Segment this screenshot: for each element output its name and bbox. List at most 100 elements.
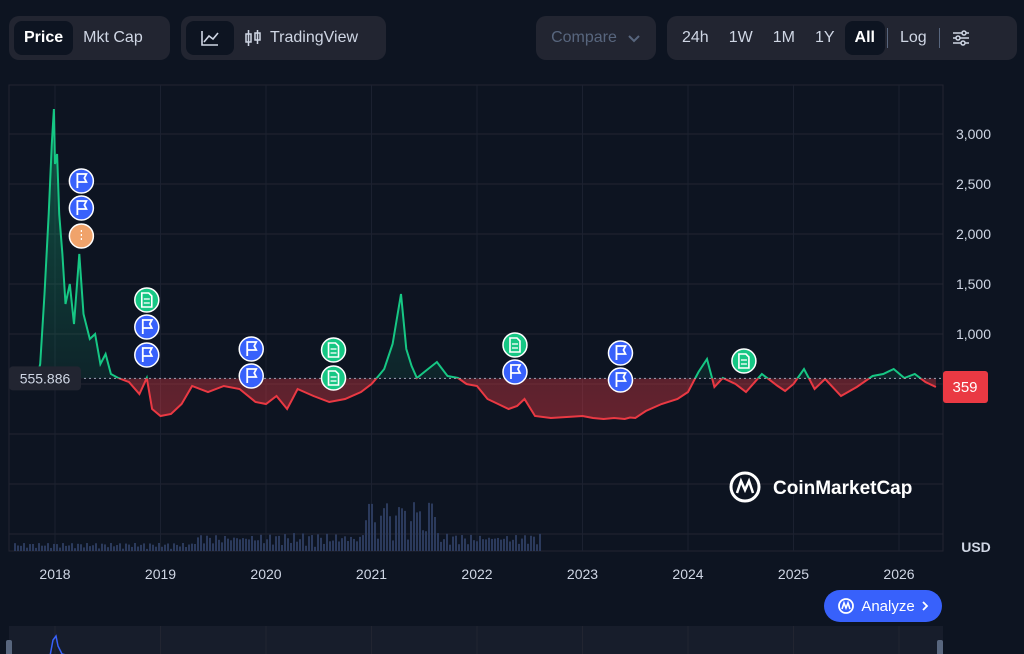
mkt-cap-tab[interactable]: Mkt Cap (83, 29, 143, 46)
volume-bar (53, 543, 55, 551)
volume-bar (284, 534, 286, 551)
y-tick-label: 2,000 (956, 226, 991, 242)
volume-bar (302, 533, 304, 551)
x-axis: 2018 2019 2020 2021 2022 2023 2024 2025 2026 (39, 566, 914, 582)
volume-bar (122, 548, 124, 551)
volume-bar (44, 545, 46, 551)
volume-bar (287, 538, 289, 551)
volume-bar (137, 546, 139, 551)
volume-bar (314, 546, 316, 551)
volume-bar (188, 544, 190, 551)
log-scale-button[interactable]: Log (899, 29, 927, 46)
price-tab[interactable]: Price (14, 21, 74, 55)
volume-bar (170, 548, 172, 551)
volume-bar (464, 538, 466, 551)
news-event-icon (731, 348, 757, 374)
volume-bar (290, 542, 292, 551)
volume-bar (209, 537, 211, 551)
volume-bar (107, 547, 109, 551)
volume-bar (347, 541, 349, 551)
volume-bar (62, 543, 64, 551)
y-axis: 1,000 1,500 2,000 2,500 3,000 (956, 126, 991, 342)
volume-bar (281, 545, 283, 551)
range-1m[interactable]: 1M (772, 29, 795, 46)
price-line-below (9, 378, 937, 421)
compare-dropdown[interactable]: Compare (536, 16, 656, 60)
candlestick-icon (245, 30, 261, 46)
flag-event-icon (238, 336, 264, 362)
news-event-icon (134, 287, 160, 313)
analyze-label: Analyze (861, 597, 915, 615)
volume-bar (251, 536, 253, 551)
volume-bar (185, 546, 187, 551)
volume-bar (119, 543, 121, 551)
volume-bar (131, 546, 133, 551)
volume-bar (425, 531, 427, 551)
volume-bar (455, 535, 457, 551)
volume-bar (524, 535, 526, 551)
volume-bar (356, 541, 358, 551)
volume-bar (47, 543, 49, 551)
volume-bar (92, 545, 94, 551)
volume-bar (143, 543, 145, 551)
volume-bar (197, 537, 199, 551)
volume-bar (320, 537, 322, 551)
volume-bar (476, 541, 478, 551)
volume-bar (260, 534, 262, 551)
volume-bar (233, 537, 235, 551)
volume-bar (458, 544, 460, 551)
volume-bar (296, 541, 298, 551)
range-1y[interactable]: 1Y (814, 29, 835, 46)
navigator[interactable] (6, 626, 943, 654)
volume-bar (305, 545, 307, 551)
volume-bar (248, 539, 250, 551)
volume-bar (221, 542, 223, 551)
range-24h[interactable]: 24h (682, 29, 709, 46)
volume-bar (158, 543, 160, 551)
volume-bar (461, 535, 463, 551)
volume-bar (272, 544, 274, 551)
volume-bar (86, 543, 88, 551)
volume-bar (152, 544, 154, 551)
volume-bar (125, 543, 127, 551)
news-event-icon (320, 365, 347, 391)
volume-bar (380, 515, 382, 551)
volume-bar (503, 538, 505, 551)
volume-bar (422, 530, 424, 551)
volume-bar (401, 508, 403, 551)
volume-bar (134, 543, 136, 551)
volume-bar (506, 536, 508, 551)
volume-bar (149, 543, 151, 551)
volume-bar (32, 543, 34, 551)
volume-bar (77, 543, 79, 551)
x-tick-label: 2021 (356, 566, 387, 582)
range-1w[interactable]: 1W (728, 29, 753, 46)
range-all[interactable]: All (844, 21, 885, 55)
volume-bar (392, 540, 394, 551)
volume-bar (65, 545, 67, 551)
volume-bar (452, 536, 454, 551)
volume-bar (173, 543, 175, 551)
volume-bar (68, 545, 70, 551)
navigator-left-handle[interactable] (6, 640, 12, 654)
analyze-button[interactable]: Analyze (824, 590, 942, 622)
volume-bar (518, 543, 520, 551)
volume-bar (167, 543, 169, 551)
volume-bar (41, 545, 43, 551)
volume-bar (416, 512, 418, 551)
settings-button[interactable] (942, 21, 980, 55)
volume-bar (410, 521, 412, 551)
volume-bar (176, 544, 178, 551)
line-chart-button[interactable] (186, 21, 234, 55)
volume-bar (89, 546, 91, 551)
volume-bar (98, 548, 100, 551)
flag-event-icon (68, 195, 95, 221)
tradingview-button[interactable]: TradingView (234, 21, 368, 55)
volume-bar (449, 544, 451, 551)
volume-bar (494, 538, 496, 551)
volume-bar (407, 539, 409, 551)
navigator-right-handle[interactable] (937, 640, 943, 654)
flag-event-icon (607, 340, 634, 366)
volume-bar (323, 543, 325, 551)
